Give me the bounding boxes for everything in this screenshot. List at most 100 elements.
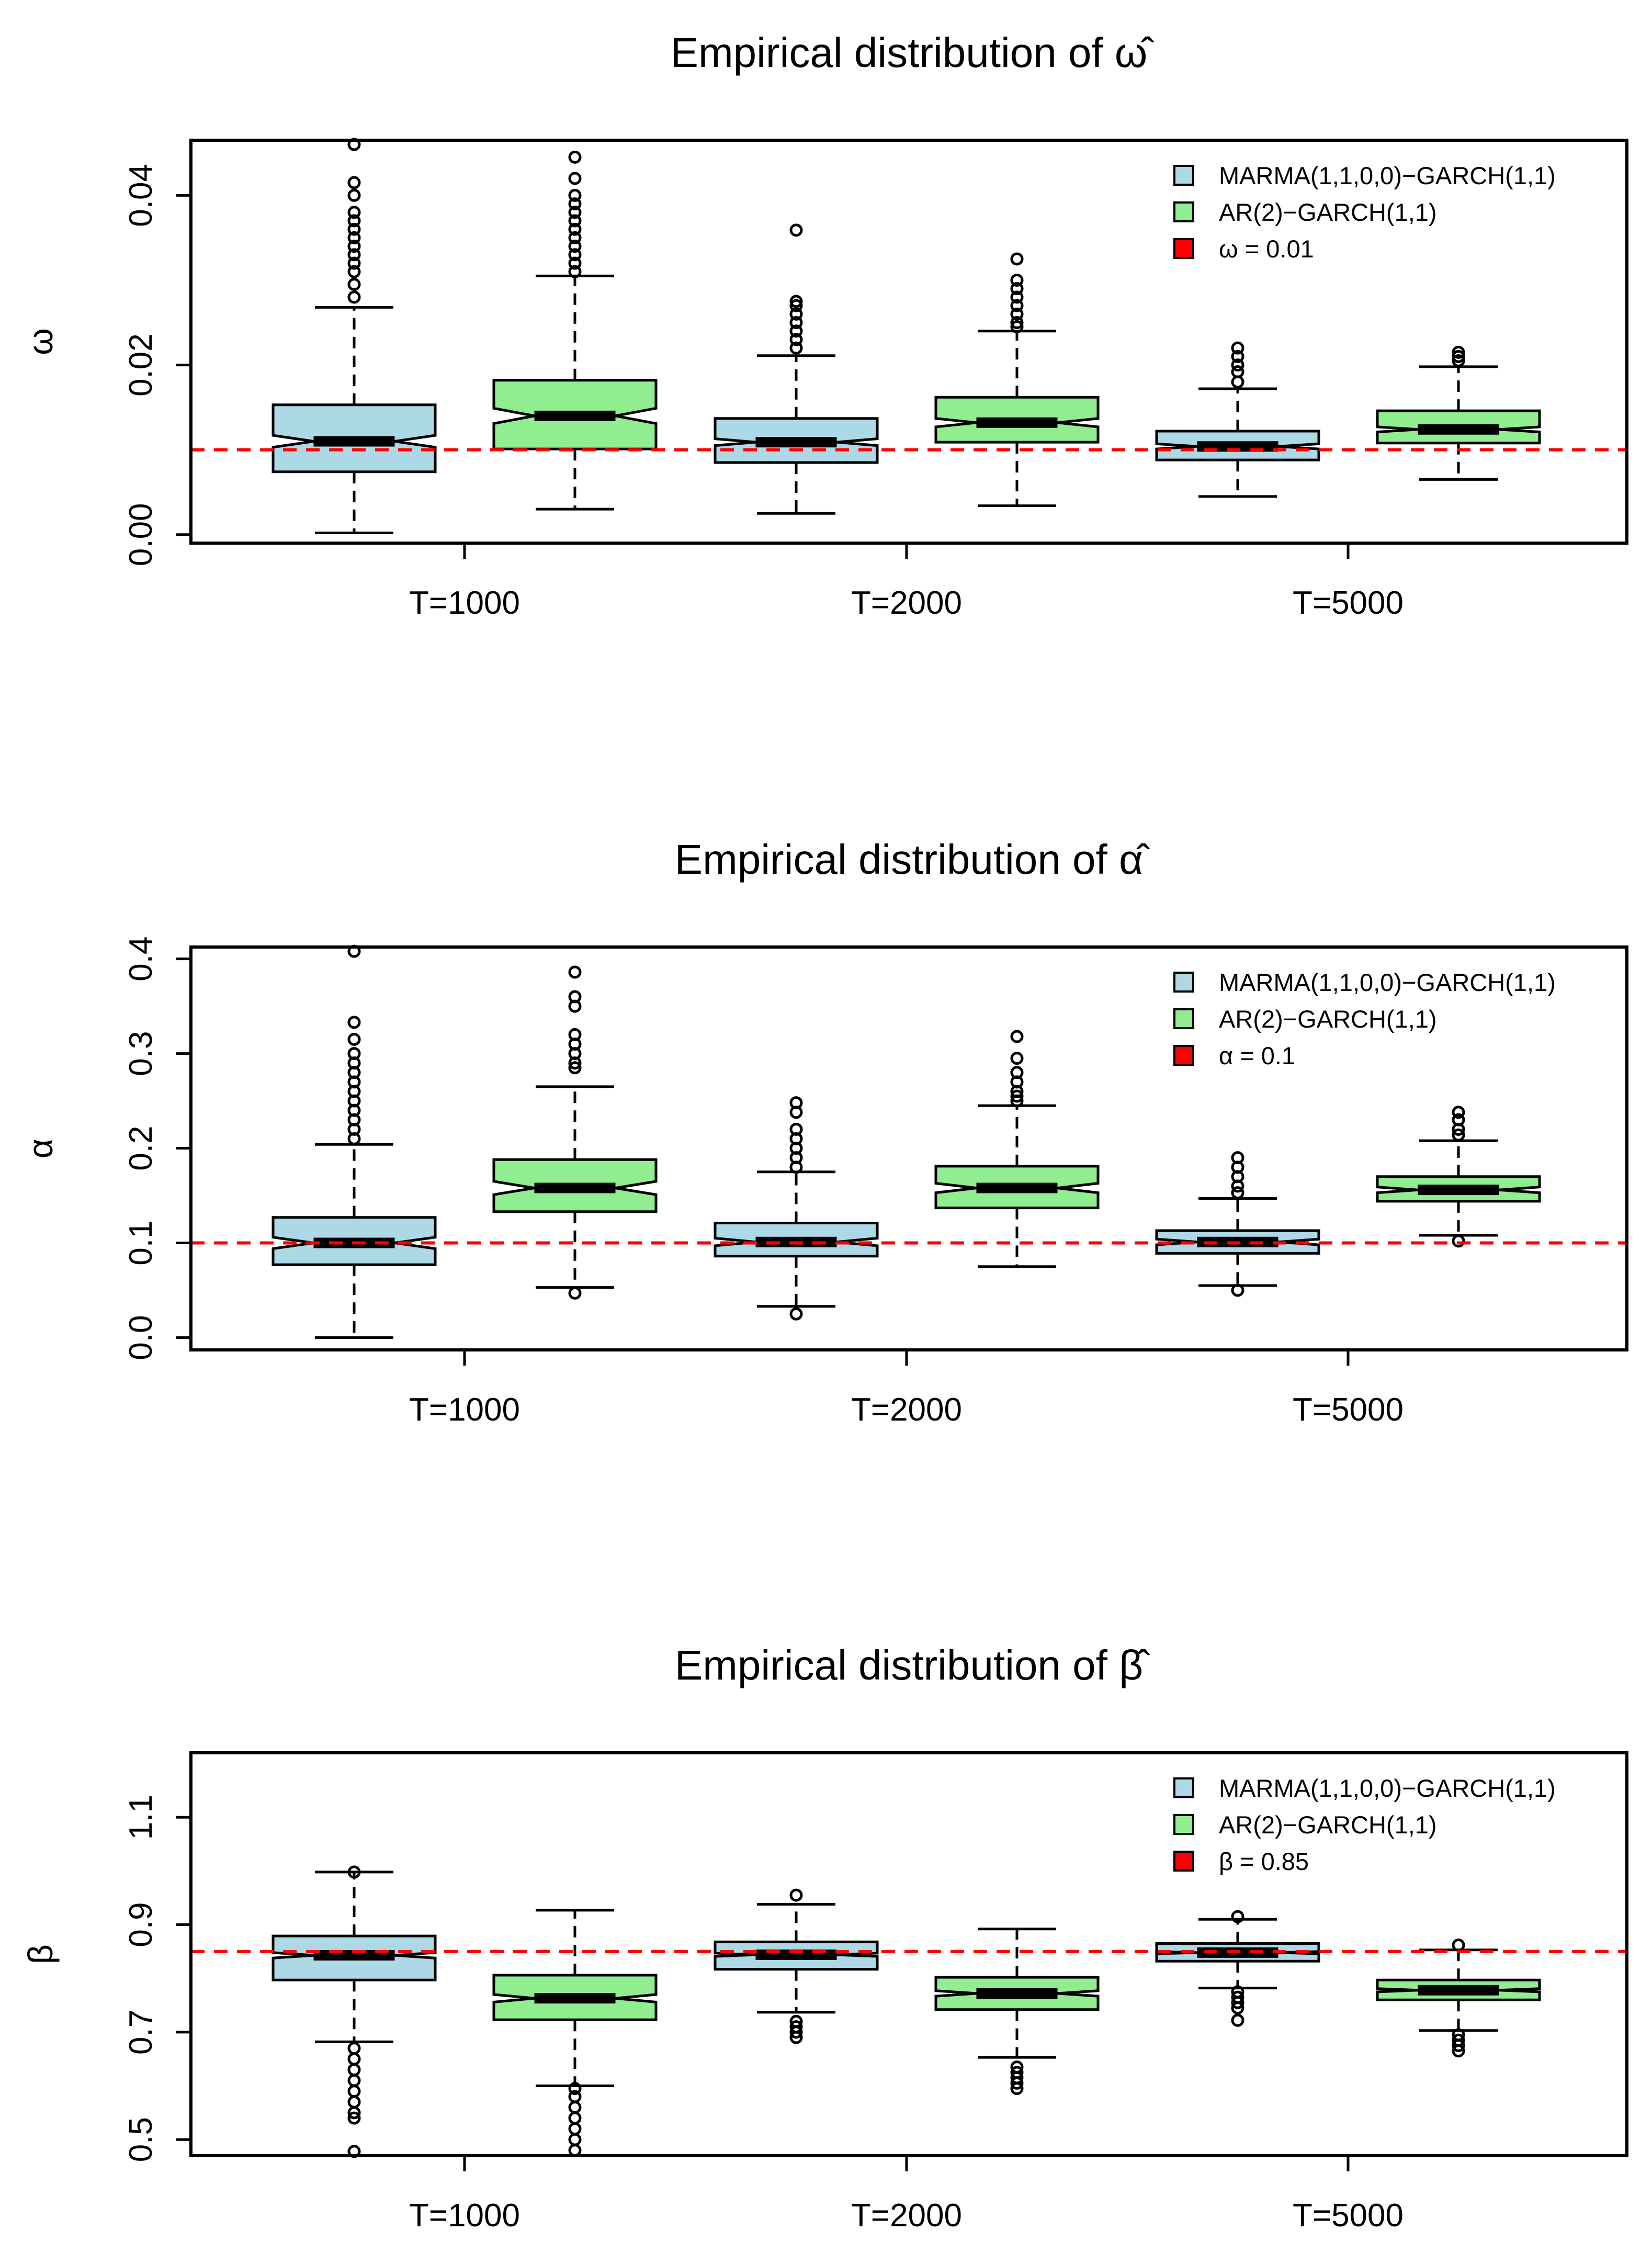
legend-label: ω = 0.01 <box>1219 235 1314 263</box>
outlier-point <box>568 1028 582 1041</box>
outlier-point <box>568 206 582 219</box>
outlier-point <box>1231 1985 1244 1999</box>
outlier-point <box>347 231 361 244</box>
legend-label: α = 0.1 <box>1219 1042 1295 1069</box>
outlier-point <box>347 2063 361 2077</box>
legend-swatch <box>1173 165 1194 186</box>
outlier-point <box>347 256 361 270</box>
outlier-point <box>568 2101 582 2114</box>
outlier-point <box>1010 2066 1024 2079</box>
outlier-point <box>1452 2033 1465 2047</box>
outlier-point <box>1231 350 1244 363</box>
outlier-point <box>568 2082 582 2096</box>
legend-swatch <box>1173 1045 1194 1066</box>
outlier-point <box>1231 341 1244 355</box>
x-tick-label: T=5000 <box>1293 585 1404 621</box>
legend-label: MARMA(1,1,0,0)−GARCH(1,1) <box>1219 1774 1556 1802</box>
outlier-point <box>1010 2060 1024 2074</box>
outlier-point <box>1452 354 1465 367</box>
y-tick-label: 0.9 <box>123 1902 159 1947</box>
outlier-point <box>789 295 803 308</box>
outlier-point <box>1231 1990 1244 2004</box>
outlier-point <box>789 2020 803 2034</box>
plot-frame <box>189 945 1628 1351</box>
legend-label: AR(2)−GARCH(1,1) <box>1219 1005 1437 1033</box>
outlier-point <box>789 299 803 312</box>
outlier-point <box>347 2085 361 2098</box>
outlier-point <box>789 333 803 346</box>
outlier-point <box>1452 350 1465 363</box>
outlier-point <box>568 2090 582 2103</box>
outlier-point <box>1231 1151 1244 1165</box>
outlier-point <box>1010 1052 1024 1065</box>
outlier-point <box>568 990 582 1004</box>
outlier-point <box>568 248 582 262</box>
y-axis-label: β <box>21 1944 60 1964</box>
outlier-point <box>1010 273 1024 287</box>
outlier-point <box>568 150 582 164</box>
outlier-point <box>347 214 361 228</box>
y-tick-label: 0.1 <box>123 1220 159 1265</box>
outlier-point <box>1231 358 1244 372</box>
outlier-point <box>568 256 582 270</box>
outlier-point <box>789 1307 803 1321</box>
legend-swatch <box>1173 972 1194 993</box>
outlier-point <box>789 341 803 355</box>
legend-label: MARMA(1,1,0,0)−GARCH(1,1) <box>1219 968 1556 996</box>
chart-title: Empirical distribution of β̂ <box>675 1642 1150 1688</box>
legend-label: β = 0.85 <box>1219 1848 1309 1875</box>
outlier-point <box>1010 1066 1024 1079</box>
outlier-point <box>1010 252 1024 266</box>
y-tick-label: 0.2 <box>123 1125 159 1170</box>
outlier-point <box>347 206 361 219</box>
outlier-point <box>347 2042 361 2055</box>
outlier-point <box>347 278 361 291</box>
x-tick-label: T=2000 <box>851 585 962 621</box>
x-tick-label: T=1000 <box>409 1392 520 1428</box>
outlier-point <box>1010 282 1024 296</box>
x-tick-label: T=2000 <box>851 1392 962 1428</box>
outlier-point <box>568 214 582 228</box>
outlier-point <box>347 1016 361 1029</box>
plot-frame <box>189 139 1628 545</box>
outlier-point <box>347 2052 361 2066</box>
legend-label: AR(2)−GARCH(1,1) <box>1219 1811 1437 1839</box>
x-tick-label: T=2000 <box>851 2198 962 2234</box>
outlier-point <box>347 240 361 253</box>
y-tick-label: 0.3 <box>123 1031 159 1076</box>
legend-swatch <box>1173 1851 1194 1872</box>
outlier-point <box>568 265 582 278</box>
x-tick-label: T=5000 <box>1293 1392 1404 1428</box>
outlier-point <box>568 172 582 185</box>
outlier-point <box>568 1286 582 1300</box>
outlier-point <box>1010 316 1024 330</box>
outlier-point <box>347 222 361 236</box>
y-axis-label: ω <box>21 328 60 355</box>
outlier-point <box>347 1047 361 1061</box>
outlier-point <box>347 248 361 262</box>
panel-omega: Empirical distribution of ω̂ ω 0.00 0.02 0.0… <box>21 29 1628 621</box>
outlier-point <box>347 1032 361 1046</box>
outlier-point <box>347 2095 361 2109</box>
y-axis-label: α <box>21 1139 60 1158</box>
outlier-point <box>1231 2013 1244 2027</box>
y-tick-label: 0.04 <box>123 164 159 227</box>
x-tick-label: T=5000 <box>1293 2198 1404 2234</box>
x-tick-label: T=1000 <box>409 2198 520 2234</box>
y-tick-label: 0.00 <box>123 503 159 566</box>
outlier-point <box>1010 1030 1024 1043</box>
x-tick-label: T=1000 <box>409 585 520 621</box>
y-tick-label: 0.0 <box>123 1315 159 1360</box>
outlier-point <box>1010 299 1024 312</box>
outlier-point <box>1231 365 1244 379</box>
outlier-point <box>568 240 582 253</box>
outlier-point <box>1010 290 1024 304</box>
chart-title: Empirical distribution of α̂ <box>675 836 1150 883</box>
outlier-point <box>568 1061 582 1075</box>
legend-swatch <box>1173 1814 1194 1835</box>
chart-title: Empirical distribution of ω̂ <box>671 29 1155 76</box>
outlier-point <box>568 222 582 236</box>
plot-frame <box>189 1751 1628 2157</box>
outlier-point <box>1452 1234 1465 1248</box>
